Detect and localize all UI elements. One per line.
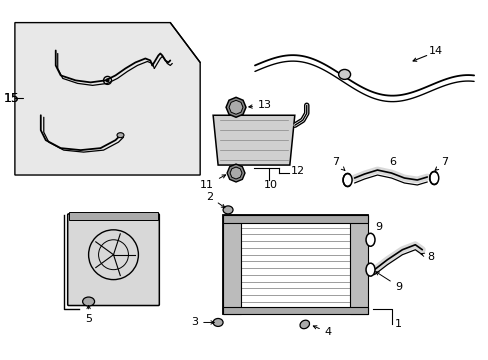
- Ellipse shape: [366, 263, 374, 276]
- Text: 7: 7: [332, 157, 344, 170]
- Text: 9: 9: [375, 272, 402, 292]
- Text: 10: 10: [264, 180, 277, 190]
- Bar: [223, 215, 367, 223]
- Circle shape: [105, 78, 109, 82]
- Bar: [223, 215, 241, 315]
- Bar: [223, 306, 367, 315]
- Ellipse shape: [366, 233, 374, 246]
- Text: 7: 7: [434, 157, 447, 170]
- Polygon shape: [15, 23, 200, 175]
- Ellipse shape: [300, 320, 309, 329]
- Bar: [349, 215, 367, 315]
- Bar: [223, 215, 367, 315]
- Text: 1: 1: [394, 319, 401, 329]
- Text: 13: 13: [248, 100, 271, 110]
- Ellipse shape: [213, 319, 223, 327]
- Text: 2: 2: [205, 192, 224, 208]
- Ellipse shape: [223, 206, 233, 214]
- Text: 15: 15: [4, 92, 20, 105]
- Polygon shape: [213, 115, 294, 165]
- FancyBboxPatch shape: [67, 214, 159, 306]
- Text: 5: 5: [85, 305, 92, 324]
- Text: 14: 14: [428, 45, 443, 55]
- Ellipse shape: [82, 297, 94, 306]
- Bar: [68, 212, 158, 220]
- Text: 15: 15: [4, 92, 20, 105]
- Text: 8: 8: [420, 252, 433, 262]
- Text: 12: 12: [290, 166, 305, 176]
- Text: 4: 4: [313, 326, 331, 337]
- Text: 3: 3: [191, 318, 214, 328]
- Text: 11: 11: [200, 175, 225, 190]
- Ellipse shape: [429, 171, 438, 184]
- Ellipse shape: [338, 69, 350, 80]
- Text: 6: 6: [388, 157, 396, 167]
- Ellipse shape: [343, 174, 351, 186]
- Text: 9: 9: [375, 222, 382, 232]
- Ellipse shape: [117, 133, 124, 138]
